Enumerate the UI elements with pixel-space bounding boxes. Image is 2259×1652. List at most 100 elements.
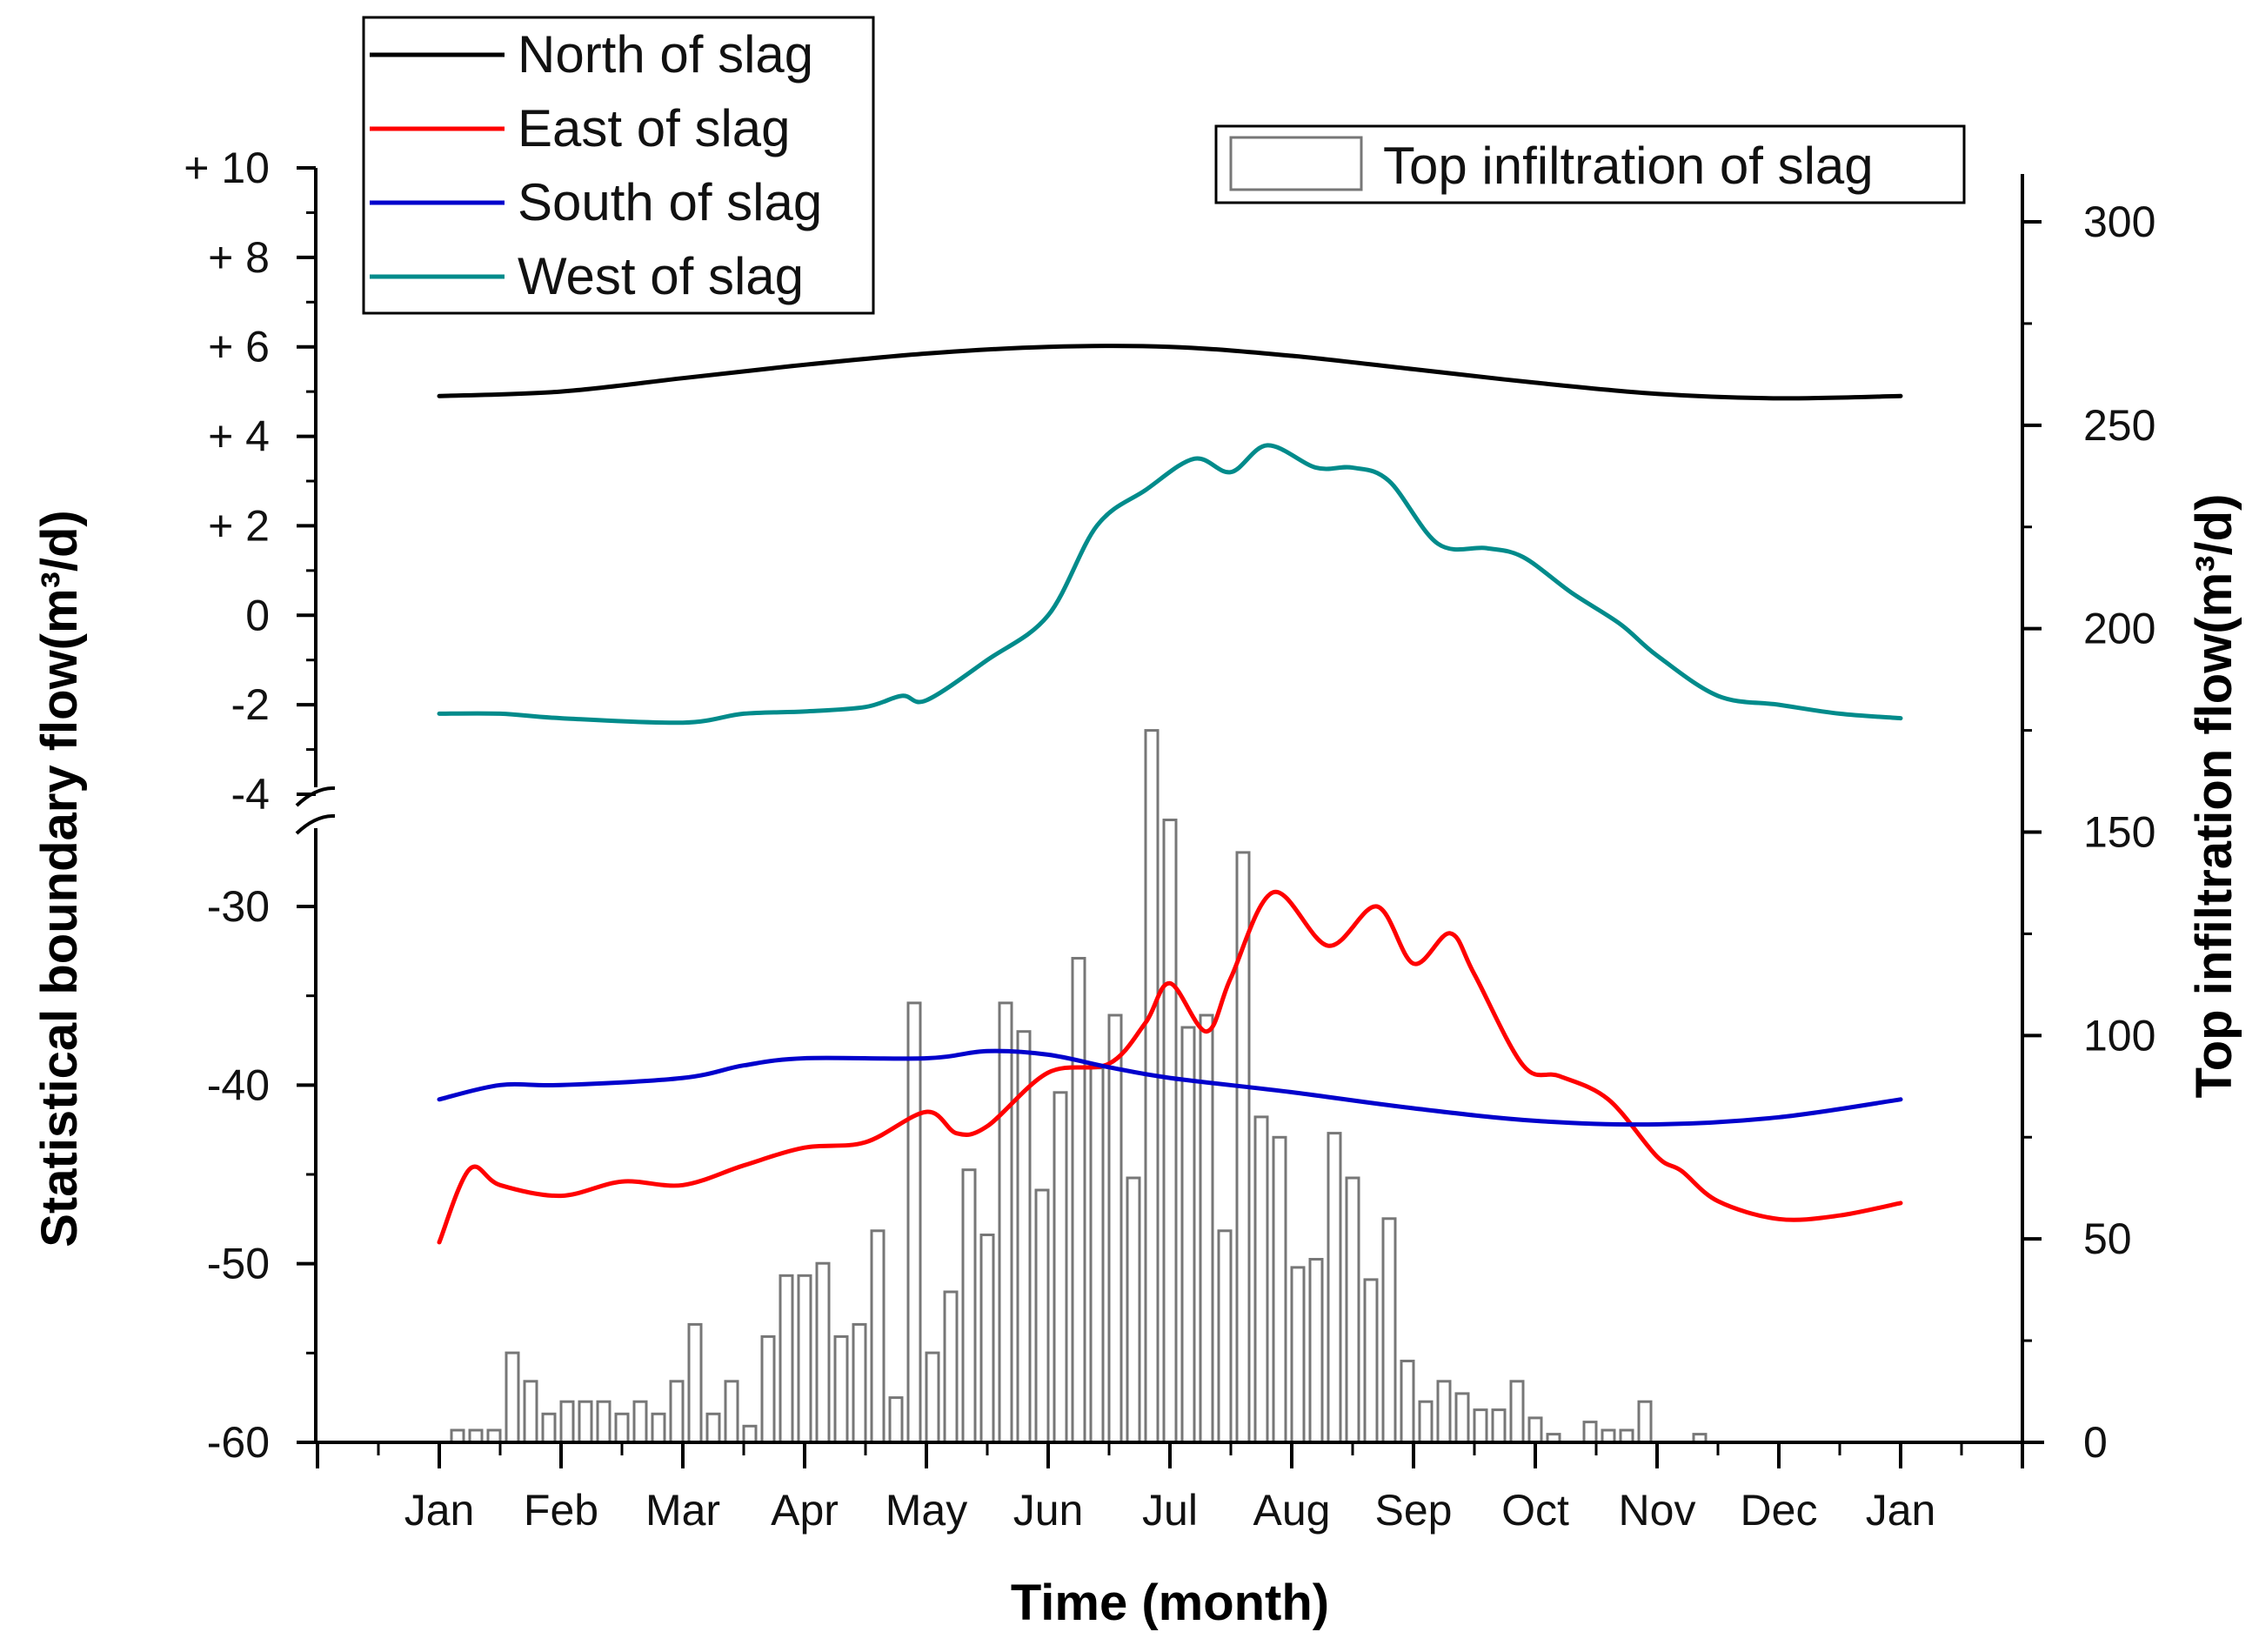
infiltration-bar [1162, 819, 1178, 1444]
infiltration-bar [578, 1400, 593, 1444]
legend-label: South of slag [518, 173, 822, 231]
legend-label: North of slag [518, 25, 813, 84]
infiltration-bar [906, 1001, 922, 1444]
right-tick-label: 300 [2083, 197, 2155, 246]
infiltration-bar [998, 1001, 1013, 1444]
right-tick-label: 50 [2083, 1214, 2132, 1263]
infiltration-bar [596, 1400, 612, 1444]
left-tick-label: -50 [207, 1240, 270, 1288]
infiltration-bar [870, 1229, 886, 1444]
infiltration-bar [1509, 1380, 1525, 1444]
series-line-north-of-slag [437, 344, 1903, 401]
infiltration-bar [1107, 1013, 1123, 1444]
infiltration-bar [852, 1322, 867, 1444]
infiltration-bar [505, 1351, 520, 1444]
infiltration-bar [1053, 1091, 1068, 1444]
infiltration-bar [1290, 1266, 1306, 1444]
left-tick-label: + 2 [208, 501, 270, 550]
x-tick-label: Sep [1375, 1486, 1453, 1535]
infiltration-bar [1089, 1067, 1105, 1444]
infiltration-bar [1180, 1026, 1196, 1444]
left-tick-label: + 8 [208, 233, 270, 282]
left-tick-label: + 6 [208, 323, 270, 371]
infiltration-bar [1454, 1392, 1470, 1444]
infiltration-bar [486, 1428, 502, 1444]
infiltration-bar [833, 1334, 849, 1444]
x-tick-label: Feb [524, 1486, 598, 1535]
infiltration-bar [705, 1412, 721, 1444]
x-axis-title: Time (month) [1011, 1575, 1329, 1631]
right-tick-label: 250 [2083, 401, 2155, 450]
infiltration-bar [541, 1412, 557, 1444]
left-tick-label: -4 [231, 770, 270, 819]
left-tick-label: -2 [231, 680, 270, 729]
infiltration-bar [1637, 1400, 1653, 1444]
left-axis-title: Statistical boundary flow(m³/d) [31, 510, 88, 1247]
infiltration-bar [1217, 1229, 1233, 1444]
right-axis-title: Top infiltration flow(m³/d) [2186, 494, 2242, 1099]
infiltration-bar [468, 1428, 484, 1444]
infiltration-bar [1473, 1408, 1488, 1444]
infiltration-bar [1400, 1360, 1415, 1444]
infiltration-bar [1308, 1258, 1324, 1444]
infiltration-bar [1527, 1416, 1543, 1444]
left-tick-label: -30 [207, 882, 270, 931]
infiltration-bar [669, 1380, 685, 1444]
legend-label: Top infiltration of slag [1383, 137, 1874, 195]
infiltration-bar [1619, 1428, 1634, 1444]
infiltration-bar [1253, 1115, 1269, 1444]
x-tick-label: Jul [1142, 1486, 1198, 1535]
series-line-south-of-slag [437, 1048, 1903, 1127]
infiltration-bar [742, 1424, 758, 1444]
infiltration-bar [1436, 1380, 1452, 1444]
infiltration-bar [1126, 1176, 1141, 1444]
infiltration-bar [1199, 1013, 1214, 1444]
infiltration-bar [1034, 1188, 1050, 1444]
infiltration-bar [1418, 1400, 1434, 1444]
axis-break-mark-top [295, 786, 336, 807]
infiltration-bar [1363, 1278, 1379, 1444]
right-tick-label: 150 [2083, 808, 2155, 857]
legend-swatch [1229, 136, 1363, 191]
x-tick-label: Jan [1866, 1486, 1936, 1535]
x-tick-label: Mar [645, 1486, 720, 1535]
left-tick-label: + 10 [184, 144, 270, 192]
infiltration-bar [815, 1261, 831, 1444]
infiltration-bar [1345, 1176, 1360, 1444]
infiltration-bar [1071, 957, 1086, 1444]
infiltration-bar [925, 1351, 940, 1444]
infiltration-bar [1327, 1132, 1342, 1444]
x-tick-label: Jan [404, 1486, 475, 1535]
legend-label: West of slag [518, 247, 804, 305]
infiltration-bar [961, 1168, 977, 1444]
x-tick-label: Aug [1253, 1486, 1331, 1535]
x-tick-label: Dec [1741, 1486, 1818, 1535]
legend-label: East of slag [518, 99, 791, 157]
infiltration-bar [943, 1290, 959, 1444]
infiltration-bar [1381, 1217, 1397, 1444]
left-tick-label: 0 [245, 591, 270, 639]
right-tick-label: 200 [2083, 605, 2155, 653]
infiltration-bar [888, 1396, 904, 1444]
infiltration-bar [614, 1412, 630, 1444]
infiltration-bar [724, 1380, 739, 1444]
axis-break-mark-bottom [295, 813, 336, 835]
infiltration-bar [632, 1400, 648, 1444]
x-tick-label: Jun [1013, 1486, 1084, 1535]
x-tick-label: Oct [1501, 1486, 1569, 1535]
infiltration-bar [651, 1412, 666, 1444]
x-tick-label: Nov [1619, 1486, 1696, 1535]
axes: -4 -2 0 + 2 + 4 + 6 + 8 + 10 -60 -50 -40 -30 0 50 100 1… [31, 144, 2242, 1631]
left-tick-label: -60 [207, 1418, 270, 1467]
infiltration-bar [760, 1334, 776, 1444]
infiltration-bar [1491, 1408, 1507, 1444]
line-legend-box [362, 16, 875, 315]
infiltration-bar [523, 1380, 538, 1444]
series-lines [437, 344, 1903, 1245]
right-tick-label: 0 [2083, 1418, 2108, 1467]
legend: North of slag East of slag South of slag We… [362, 16, 1966, 315]
series-line-west-of-slag [437, 443, 1903, 726]
infiltration-bar [979, 1234, 995, 1444]
infiltration-bars [450, 729, 1708, 1444]
